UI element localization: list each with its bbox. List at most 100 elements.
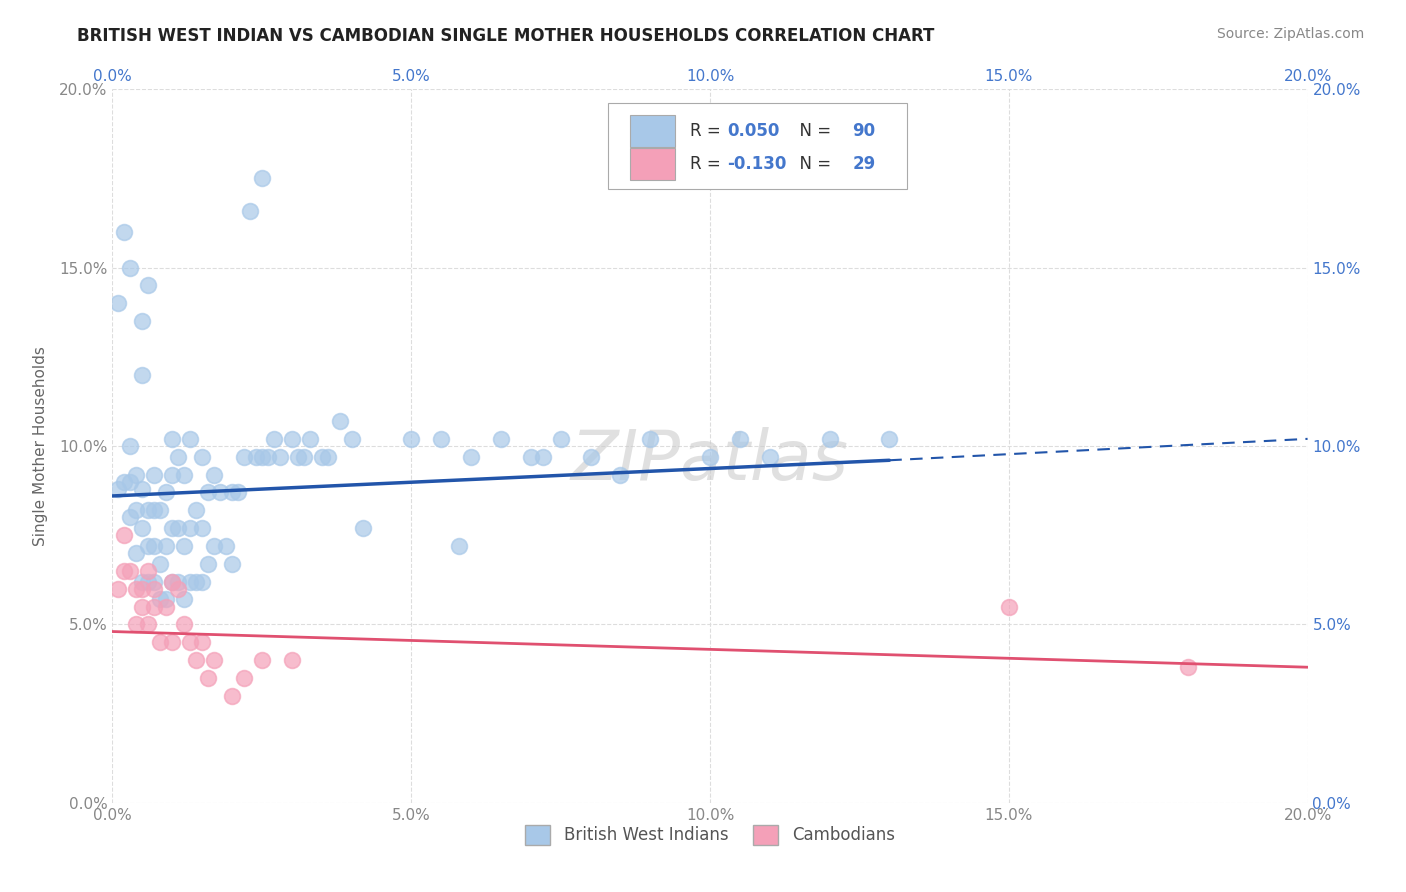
Point — [138, 503, 160, 517]
Point — [1177, 660, 1199, 674]
Point — [609, 467, 631, 482]
Point — [202, 653, 225, 667]
Point — [149, 635, 172, 649]
Point — [197, 671, 219, 685]
Legend: British West Indians, Cambodians: British West Indians, Cambodians — [519, 818, 901, 852]
Point — [221, 689, 243, 703]
Point — [143, 582, 166, 596]
Point — [143, 599, 166, 614]
Point — [107, 482, 129, 496]
Point — [191, 574, 214, 589]
Point — [197, 485, 219, 500]
Point — [125, 467, 148, 482]
Point — [173, 592, 195, 607]
Point — [114, 564, 135, 578]
Point — [699, 450, 721, 464]
Point — [221, 557, 243, 571]
Point — [120, 564, 142, 578]
Point — [143, 503, 166, 517]
Point — [263, 432, 285, 446]
Point — [107, 582, 129, 596]
Point — [149, 592, 172, 607]
Point — [125, 503, 148, 517]
Text: N =: N = — [789, 121, 837, 139]
Point — [143, 467, 166, 482]
Point — [138, 539, 160, 553]
Text: N =: N = — [789, 155, 837, 173]
Point — [131, 582, 153, 596]
Text: Source: ZipAtlas.com: Source: ZipAtlas.com — [1216, 27, 1364, 41]
Point — [340, 432, 363, 446]
Text: R =: R = — [690, 155, 725, 173]
Point — [114, 528, 135, 542]
Point — [311, 450, 333, 464]
Point — [179, 521, 201, 535]
Point — [120, 475, 142, 489]
Point — [250, 653, 273, 667]
Point — [162, 574, 183, 589]
Point — [107, 296, 129, 310]
Point — [131, 314, 153, 328]
Point — [292, 450, 315, 464]
Point — [131, 521, 153, 535]
Text: 0.050: 0.050 — [727, 121, 779, 139]
Point — [143, 574, 166, 589]
Point — [298, 432, 321, 446]
Point — [120, 260, 142, 275]
Point — [879, 432, 901, 446]
Point — [202, 467, 225, 482]
Point — [250, 450, 273, 464]
Point — [215, 539, 238, 553]
Point — [125, 546, 148, 560]
Point — [149, 557, 172, 571]
Point — [550, 432, 572, 446]
Point — [191, 450, 214, 464]
Point — [149, 503, 172, 517]
FancyBboxPatch shape — [609, 103, 907, 189]
Point — [173, 617, 195, 632]
Point — [162, 635, 183, 649]
Point — [226, 485, 249, 500]
Point — [167, 521, 190, 535]
Point — [138, 574, 160, 589]
Point — [316, 450, 339, 464]
Point — [138, 564, 160, 578]
Point — [120, 439, 142, 453]
Point — [155, 485, 177, 500]
Point — [114, 225, 135, 239]
Point — [197, 557, 219, 571]
Point — [245, 450, 267, 464]
Point — [287, 450, 309, 464]
Point — [125, 617, 148, 632]
Point — [250, 171, 273, 186]
Point — [191, 635, 214, 649]
Point — [233, 450, 256, 464]
Point — [179, 574, 201, 589]
Text: BRITISH WEST INDIAN VS CAMBODIAN SINGLE MOTHER HOUSEHOLDS CORRELATION CHART: BRITISH WEST INDIAN VS CAMBODIAN SINGLE … — [77, 27, 935, 45]
Point — [281, 653, 304, 667]
Point — [728, 432, 751, 446]
Point — [186, 503, 208, 517]
Point — [125, 582, 148, 596]
Point — [640, 432, 662, 446]
Point — [162, 432, 183, 446]
Point — [186, 574, 208, 589]
Text: 29: 29 — [852, 155, 876, 173]
Point — [202, 539, 225, 553]
Point — [155, 539, 177, 553]
Point — [209, 485, 232, 500]
Point — [579, 450, 602, 464]
Point — [162, 574, 183, 589]
Point — [179, 432, 201, 446]
Point — [759, 450, 782, 464]
Point — [430, 432, 453, 446]
Point — [173, 539, 195, 553]
Point — [221, 485, 243, 500]
Point — [329, 414, 352, 428]
Point — [281, 432, 304, 446]
Point — [131, 482, 153, 496]
Point — [269, 450, 291, 464]
Point — [167, 574, 190, 589]
Point — [353, 521, 375, 535]
Text: -0.130: -0.130 — [727, 155, 786, 173]
